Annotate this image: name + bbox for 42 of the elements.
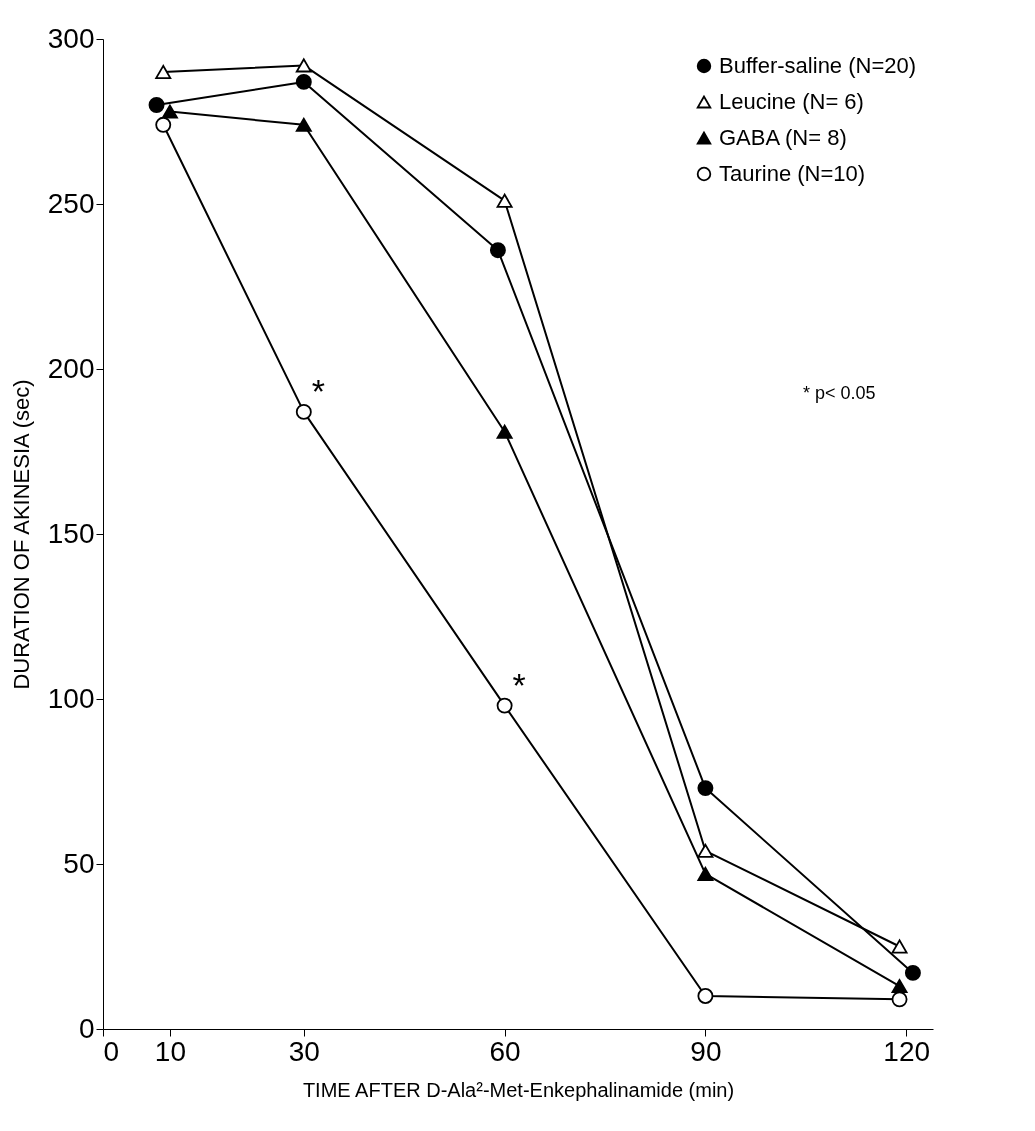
point (295, 73, 312, 90)
x-tick-label: 60 (489, 1035, 521, 1067)
annotation: * (512, 665, 526, 704)
x-tick-label: 0 (103, 1035, 120, 1067)
legend-label: GABA (N= 8) (719, 125, 847, 150)
point (295, 403, 312, 420)
x-tick-label: 120 (883, 1035, 931, 1067)
point (496, 697, 513, 714)
legend-label: Leucine (N= 6) (719, 89, 864, 114)
point (496, 193, 513, 208)
legend-label: Taurine (N=10) (719, 161, 866, 186)
point (891, 991, 908, 1008)
point (295, 117, 312, 132)
annotation: * (311, 371, 326, 410)
y-axis-title: DURATION OF AKINESIA (sec) (8, 379, 34, 690)
point (295, 58, 312, 73)
point (697, 843, 714, 858)
x-tick-label: 90 (690, 1035, 722, 1067)
point (155, 116, 172, 133)
x-tick-label: 10 (154, 1035, 187, 1067)
point (148, 97, 165, 113)
annotation: * p< 0.05 (803, 383, 876, 403)
y-tick-label: 250 (47, 187, 95, 219)
y-tick-label: 200 (47, 352, 95, 384)
x-tick-label: 30 (288, 1035, 320, 1067)
y-tick-label: 300 (47, 22, 95, 54)
point (697, 866, 714, 881)
y-tick-label: 0 (78, 1012, 95, 1044)
point (161, 104, 178, 119)
point (155, 64, 172, 80)
y-tick-label: 150 (47, 517, 95, 549)
point (489, 242, 506, 259)
point (697, 988, 714, 1004)
y-tick-label: 100 (47, 682, 95, 714)
point (891, 939, 908, 954)
point (496, 424, 513, 439)
legend-label: Buffer-saline (N=20) (719, 53, 917, 78)
point (697, 780, 714, 797)
y-tick-label: 50 (63, 847, 95, 879)
point (891, 979, 908, 994)
point (904, 964, 921, 981)
x-axis-title: TIME AFTER D-Ala²-Met-Enkephalinamide (min) (302, 1078, 735, 1101)
